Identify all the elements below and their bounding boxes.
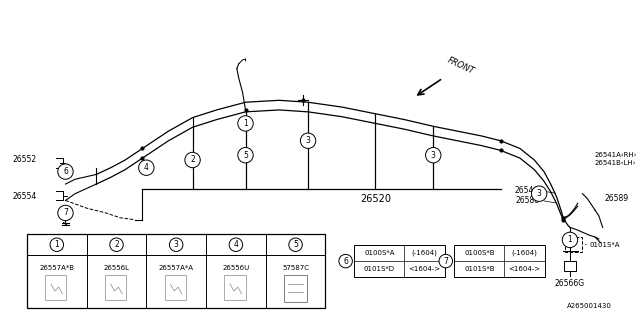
- Bar: [164, 275, 186, 300]
- Circle shape: [426, 148, 441, 163]
- Text: 3: 3: [537, 189, 541, 198]
- Text: 26541B‹LH›: 26541B‹LH›: [595, 160, 637, 166]
- Bar: [565, 237, 582, 252]
- Text: 26557A*A: 26557A*A: [159, 265, 194, 271]
- Text: 7: 7: [444, 257, 448, 266]
- Text: 6: 6: [63, 167, 68, 176]
- Circle shape: [439, 254, 452, 268]
- Text: 26556L: 26556L: [104, 265, 129, 271]
- Bar: [564, 261, 576, 271]
- Circle shape: [339, 254, 353, 268]
- Text: 4: 4: [144, 163, 148, 172]
- Circle shape: [50, 238, 63, 252]
- Text: 1: 1: [568, 236, 572, 244]
- Bar: [27, 234, 325, 308]
- Bar: [225, 275, 246, 300]
- Text: 1: 1: [243, 119, 248, 128]
- Text: FRONT: FRONT: [445, 56, 476, 76]
- Text: 26589: 26589: [605, 194, 628, 203]
- Text: 26552: 26552: [12, 156, 36, 164]
- Circle shape: [289, 238, 302, 252]
- Text: 0101S*D: 0101S*D: [364, 266, 395, 272]
- Text: 26556U: 26556U: [222, 265, 250, 271]
- Text: 26557A*B: 26557A*B: [39, 265, 74, 271]
- Text: 3: 3: [173, 240, 179, 249]
- Text: 6: 6: [343, 257, 348, 266]
- Bar: [105, 275, 126, 300]
- Text: 5: 5: [243, 151, 248, 160]
- Bar: [284, 275, 307, 301]
- Text: 26588: 26588: [515, 196, 539, 205]
- Text: 2: 2: [190, 156, 195, 164]
- Text: 4: 4: [234, 240, 238, 249]
- Bar: [355, 245, 445, 277]
- Circle shape: [170, 238, 183, 252]
- Circle shape: [58, 205, 73, 221]
- Text: 0101S*B: 0101S*B: [464, 266, 495, 272]
- Text: 1: 1: [54, 240, 59, 249]
- Text: 3: 3: [431, 151, 436, 160]
- Text: 3: 3: [306, 136, 310, 145]
- Text: (-1604): (-1604): [412, 250, 438, 256]
- Text: <1604->: <1604->: [509, 266, 541, 272]
- Text: 26520: 26520: [360, 194, 391, 204]
- Text: 5: 5: [293, 240, 298, 249]
- Text: 0101S*A: 0101S*A: [589, 242, 620, 248]
- Text: 0100S*A: 0100S*A: [364, 250, 395, 256]
- Circle shape: [563, 232, 578, 248]
- Circle shape: [300, 133, 316, 148]
- Circle shape: [531, 186, 547, 201]
- Text: 26544: 26544: [515, 186, 539, 195]
- Text: A265001430: A265001430: [566, 303, 611, 309]
- Bar: [454, 245, 545, 277]
- Text: 2: 2: [114, 240, 119, 249]
- Bar: [45, 275, 67, 300]
- Circle shape: [109, 238, 124, 252]
- Text: <1604->: <1604->: [408, 266, 440, 272]
- Circle shape: [229, 238, 243, 252]
- Text: 57587C: 57587C: [282, 265, 309, 271]
- Text: 26541A‹RH›: 26541A‹RH›: [595, 152, 637, 158]
- Circle shape: [58, 164, 73, 179]
- Circle shape: [238, 148, 253, 163]
- Circle shape: [238, 116, 253, 131]
- Text: 26554: 26554: [12, 192, 36, 201]
- Text: 26566G: 26566G: [555, 279, 585, 288]
- Text: (-1604): (-1604): [512, 250, 538, 256]
- Circle shape: [139, 160, 154, 175]
- Text: 0100S*B: 0100S*B: [464, 250, 495, 256]
- Text: 7: 7: [63, 208, 68, 218]
- Circle shape: [185, 152, 200, 168]
